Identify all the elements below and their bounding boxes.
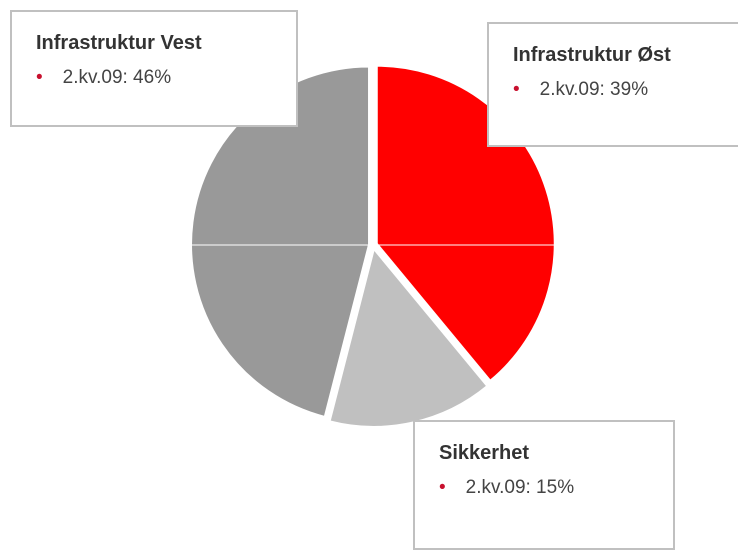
pie-slice <box>328 246 489 428</box>
value-label: 2.kv.09: 46% <box>62 67 172 88</box>
category-label: Infrastruktur Øst <box>513 44 671 66</box>
category-label: Infrastruktur Vest <box>36 32 202 54</box>
label-box: Sikkerhet • 2.kv.09: 15% <box>413 420 675 550</box>
label-row: • 2.kv.09: 15% <box>439 477 649 499</box>
page: {"chart_data": {"type": "pie", "categori… <box>10 10 738 550</box>
pie-slice <box>190 65 371 419</box>
category-label: Sikkerhet <box>439 442 530 464</box>
bullet: • <box>439 477 446 498</box>
value-label: 2.kv.09: 39% <box>539 79 649 100</box>
value-label: 2.kv.09: 15% <box>465 477 575 498</box>
label-row: • 2.kv.09: 39% <box>513 79 721 101</box>
label-box: Infrastruktur Vest • 2.kv.09: 46% <box>10 10 298 127</box>
bullet: • <box>513 79 520 100</box>
label-row: • 2.kv.09: 46% <box>36 67 272 89</box>
bullet: • <box>36 67 43 88</box>
label-box: Infrastruktur Øst • 2.kv.09: 39% <box>487 22 738 147</box>
